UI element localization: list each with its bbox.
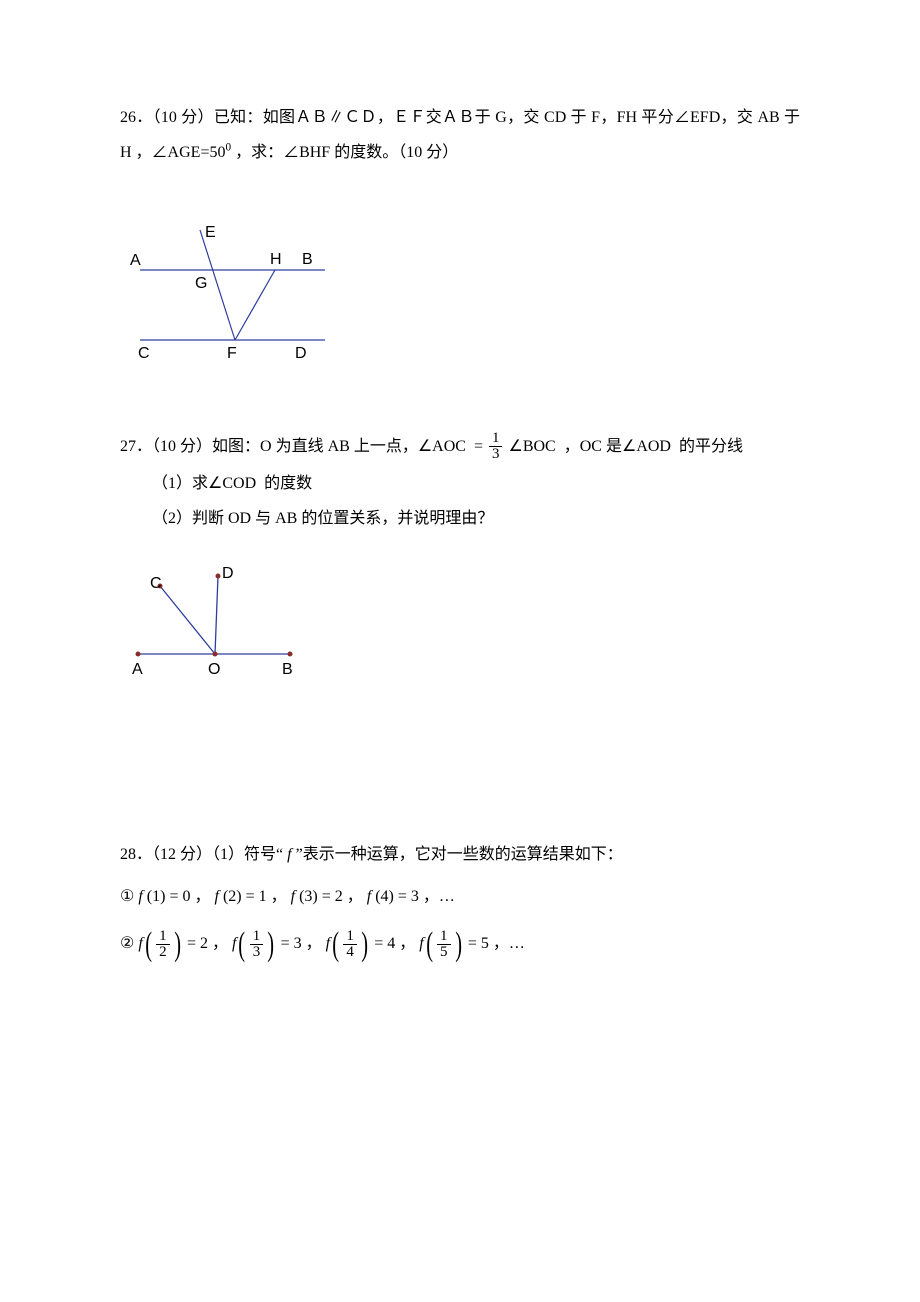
p28-number: 28． — [120, 846, 152, 863]
p27-figure: C D A O B — [130, 564, 800, 697]
p28-text1: （1）符号“ — [212, 846, 287, 863]
p27-frac-den: 3 — [489, 447, 503, 462]
p27-aoc: ∠AOC — [418, 438, 466, 455]
svg-text:E: E — [205, 225, 216, 241]
p27-eq: = — [474, 438, 487, 455]
p27-text3: 的平分线 — [675, 438, 743, 455]
p28-l1-tail: ，… — [423, 888, 455, 905]
p26-text1: 已知：如图ＡＢ∥ＣＤ，ＥＦ交ＡＢ于 G，交 CD 于 F，FH 平分∠EFD，交… — [120, 109, 800, 161]
p26-number: 26． — [120, 109, 153, 126]
problem-27-text: 27．（10 分）如图：O 为直线 AB 上一点，∠AOC = 1 3 ∠BOC… — [120, 429, 800, 464]
p28-l2-tail: ，… — [493, 935, 525, 952]
p27-frac: 1 3 — [489, 431, 503, 462]
p28-l1-eqs: f (1) = 0 ， f (2) = 1 ， f (3) = 2 ， f (4… — [138, 888, 423, 905]
p26-figure: E A H B G C F D — [130, 225, 800, 378]
p27-frac-num: 1 — [489, 431, 503, 447]
svg-text:A: A — [132, 661, 143, 678]
p27-number: 27． — [120, 438, 152, 455]
p28-line2: ② f(12) = 2 ， f(13) = 3 ， f(14) = 4 ， f(… — [120, 926, 800, 962]
problem-26-text: 26．（10 分）已知：如图ＡＢ∥ＣＤ，ＥＦ交ＡＢ于 G，交 CD 于 F，FH… — [120, 100, 800, 170]
svg-text:B: B — [282, 661, 293, 678]
p27-sub1: （1）求∠COD 的度数 — [152, 470, 800, 499]
svg-text:D: D — [295, 345, 307, 362]
p27-text1: 如图：O 为直线 AB 上一点， — [212, 438, 418, 455]
p27-aod: ∠AOD — [622, 438, 671, 455]
p28-head: 28．（12 分）（1）符号“ f ”表示一种运算，它对一些数的运算结果如下： — [120, 837, 800, 872]
svg-text:O: O — [208, 661, 220, 678]
p27-svg: C D A O B — [130, 564, 310, 684]
p27-sub2: （2）判断 OD 与 AB 的位置关系，并说明理由？ — [152, 505, 800, 534]
p27-sub1-tail: 的度数 — [260, 475, 312, 492]
p28-line1: ① f (1) = 0 ， f (2) = 1 ， f (3) = 2 ， f … — [120, 879, 800, 914]
svg-text:H: H — [270, 251, 282, 268]
problem-28: 28．（12 分）（1）符号“ f ”表示一种运算，它对一些数的运算结果如下： … — [120, 837, 800, 961]
p28-points: （12 分） — [152, 846, 212, 863]
p27-sub1-label: （1）求 — [152, 475, 208, 492]
svg-text:D: D — [222, 565, 234, 582]
svg-text:C: C — [150, 575, 162, 592]
p27-cod: ∠COD — [208, 475, 256, 492]
p28-l2-eqs: f(12) = 2 ， f(13) = 3 ， f(14) = 4 ， f(15… — [138, 935, 493, 952]
problem-26: 26．（10 分）已知：如图ＡＢ∥ＣＤ，ＥＦ交ＡＢ于 G，交 CD 于 F，FH… — [120, 100, 800, 379]
p27-points: （10 分） — [152, 438, 212, 455]
p26-text2: ，求：∠BHF 的度数。（10 分） — [231, 144, 458, 161]
p27-text2: ，OC 是 — [564, 438, 622, 455]
p26-points: （10 分） — [153, 109, 214, 126]
p26-svg: E A H B G C F D — [130, 225, 340, 365]
svg-text:A: A — [130, 252, 141, 269]
svg-text:G: G — [195, 275, 207, 292]
svg-text:F: F — [227, 345, 237, 362]
svg-text:B: B — [302, 251, 313, 268]
problem-27: 27．（10 分）如图：O 为直线 AB 上一点，∠AOC = 1 3 ∠BOC… — [120, 429, 800, 698]
p28-text2: ”表示一种运算，它对一些数的运算结果如下： — [292, 846, 623, 863]
p28-l1-circ: ① — [120, 888, 134, 905]
p28-l2-circ: ② — [120, 935, 134, 952]
svg-text:C: C — [138, 345, 150, 362]
p27-boc: ∠BOC — [508, 438, 555, 455]
